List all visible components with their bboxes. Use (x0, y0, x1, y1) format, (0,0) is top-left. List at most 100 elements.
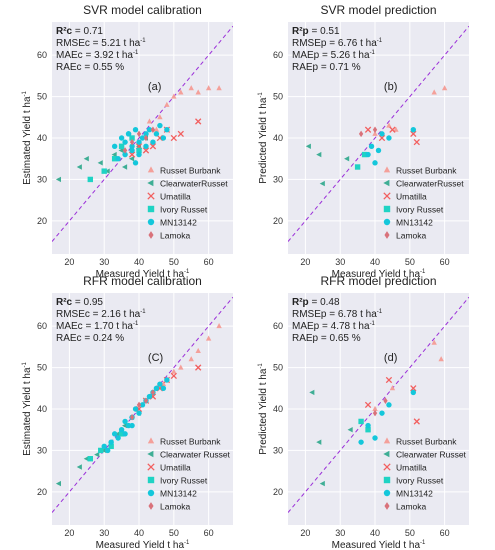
legend-marker (147, 489, 155, 497)
data-point (146, 393, 153, 400)
panel-label: (a) (148, 81, 161, 93)
data-point (372, 130, 378, 136)
x-tick-label: 30 (335, 257, 345, 267)
legend-marker (383, 192, 391, 200)
legend-marker (384, 502, 390, 510)
x-axis-label: Measured Yield t ha-1 (96, 269, 190, 280)
data-point (319, 480, 325, 487)
y-tick-label: 40 (273, 404, 283, 414)
data-point (372, 409, 378, 417)
legend-label: Lamoka (396, 231, 427, 241)
stat-line: RAEp = 0.65 % (292, 333, 361, 344)
data-point (122, 431, 128, 437)
data-point (316, 439, 322, 445)
series-mn13142 (365, 127, 417, 166)
data-point (379, 410, 385, 416)
y-axis-label: Predicted Yield t ha-1 (258, 92, 269, 184)
data-point (129, 414, 135, 421)
data-point (128, 151, 136, 158)
y-tick-label: 50 (273, 92, 283, 102)
legend-label: Lamoka (160, 502, 191, 512)
data-point (305, 143, 311, 149)
legend-label: MN13142 (160, 489, 197, 499)
identity-line (52, 25, 233, 242)
series-ivoryrusset (358, 418, 371, 433)
data-point (132, 127, 139, 133)
data-point (372, 435, 378, 441)
legend-marker (383, 218, 391, 226)
data-point (108, 443, 114, 449)
legend-marker (148, 502, 154, 510)
series-russetburbank (372, 85, 448, 136)
legend-marker (147, 166, 155, 173)
data-point (142, 147, 150, 154)
data-point (378, 134, 386, 142)
data-point (364, 126, 372, 133)
stat-line: R²p = 0.51 (292, 26, 340, 37)
data-point (386, 122, 392, 128)
data-point (104, 447, 111, 454)
legend-marker (147, 463, 155, 471)
data-point (118, 143, 125, 149)
legend-marker (383, 437, 391, 444)
data-point (170, 372, 177, 380)
panel-4: RFR model prediction 20 30 40 50 60 20 30 40 50 60… (258, 274, 469, 550)
y-tick-label: 60 (37, 321, 47, 331)
data-point (386, 402, 392, 408)
legend-label: Clearwater Russet (396, 450, 467, 460)
data-point (365, 427, 371, 433)
data-point (139, 402, 146, 408)
chart-title: RFR model prediction (320, 274, 436, 288)
stat-line: R²p = 0.48 (292, 297, 340, 308)
panel-1: SVR model calibration 20 30 40 50 60 20 30 40 50 6… (22, 3, 233, 280)
x-tick-label: 60 (440, 528, 450, 538)
identity-line (288, 296, 469, 513)
data-point (385, 376, 393, 384)
y-tick-label: 50 (37, 363, 47, 373)
x-tick-label: 30 (99, 257, 109, 267)
data-point (195, 347, 201, 354)
series-umatilla (364, 126, 420, 146)
legend-marker (383, 476, 391, 484)
data-point (76, 464, 82, 470)
data-point (149, 143, 157, 150)
y-tick-label: 30 (273, 445, 283, 455)
y-tick-label: 60 (273, 321, 283, 331)
data-point (178, 89, 184, 95)
data-point (393, 126, 399, 132)
panel-label: (d) (384, 352, 397, 364)
data-point (188, 85, 194, 91)
data-point (129, 135, 135, 141)
legend-label: Ivory Russet (396, 205, 444, 215)
data-point (410, 385, 417, 392)
legend-label: Ivory Russet (160, 476, 208, 486)
data-point (101, 168, 107, 174)
legend-marker (383, 463, 391, 471)
data-point (379, 131, 385, 137)
data-point (171, 368, 177, 374)
y-tick-label: 20 (37, 216, 47, 226)
data-point (160, 135, 167, 141)
y-tick-label: 20 (273, 216, 283, 226)
legend-label: Lamoka (160, 231, 191, 241)
y-tick-label: 60 (37, 50, 47, 60)
x-tick-label: 40 (134, 528, 144, 538)
legend-label: Umatilla (396, 463, 427, 473)
stat-line: MAEc = 1.70 t ha-1 (56, 321, 139, 332)
data-point (358, 130, 364, 138)
y-tick-label: 40 (37, 133, 47, 143)
stat-line: RAEc = 0.55 % (56, 62, 124, 73)
data-point (94, 451, 100, 458)
legend-marker (383, 205, 391, 213)
data-point (132, 160, 139, 166)
data-point (216, 85, 222, 91)
data-point (441, 85, 448, 91)
x-tick-label: 50 (169, 257, 179, 267)
data-point (129, 138, 135, 146)
stat-line: MAEp = 4.78 t ha-1 (292, 321, 376, 332)
series-ivoryrusset (87, 431, 125, 462)
data-point (136, 401, 142, 409)
x-tick-label: 40 (370, 528, 380, 538)
data-point (118, 431, 125, 437)
y-axis-label: Estimated Yield t ha-1 (22, 361, 33, 455)
